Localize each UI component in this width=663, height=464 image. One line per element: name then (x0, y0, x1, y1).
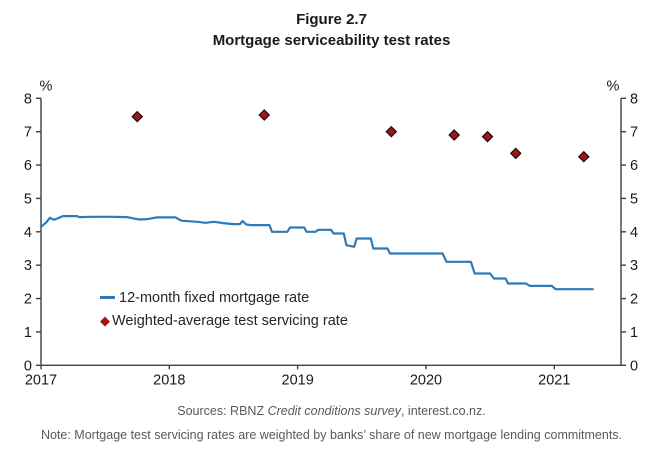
svg-text:5: 5 (630, 191, 638, 207)
sources-line: Sources: RBNZ Credit conditions survey, … (0, 404, 663, 418)
svg-text:4: 4 (630, 225, 638, 241)
svg-text:0: 0 (24, 358, 32, 374)
svg-text:1: 1 (630, 325, 638, 341)
svg-text:1: 1 (24, 325, 32, 341)
legend-item-test-rate: ◆ Weighted-average test servicing rate (100, 309, 348, 332)
figure-header: Figure 2.7 Mortgage serviceability test … (0, 9, 663, 51)
sources-prefix: Sources: RBNZ (177, 404, 268, 418)
diamond-swatch-icon: ◆ (100, 313, 110, 328)
svg-text:2: 2 (630, 292, 638, 308)
svg-text:7: 7 (24, 125, 32, 141)
sources-survey-name: Credit conditions survey (267, 404, 401, 418)
svg-text:6: 6 (24, 158, 32, 174)
svg-text:%: % (607, 78, 620, 94)
svg-text:8: 8 (630, 91, 638, 107)
legend-label-mortgage-rate: 12-month fixed mortgage rate (119, 289, 310, 306)
note-line: Note: Mortgage test servicing rates are … (40, 428, 623, 442)
svg-text:%: % (40, 78, 53, 94)
svg-text:0: 0 (630, 358, 638, 374)
legend-label-test-rate: Weighted-average test servicing rate (112, 312, 348, 329)
svg-text:3: 3 (24, 258, 32, 274)
line-swatch-icon (100, 296, 115, 299)
svg-text:5: 5 (24, 191, 32, 207)
svg-text:7: 7 (630, 125, 638, 141)
svg-text:2018: 2018 (153, 372, 185, 388)
svg-text:3: 3 (630, 258, 638, 274)
figure-title: Mortgage serviceability test rates (212, 32, 451, 49)
chart-legend: 12-month fixed mortgage rate ◆ Weighted-… (100, 286, 348, 332)
svg-text:6: 6 (630, 158, 638, 174)
svg-text:2017: 2017 (25, 372, 57, 388)
svg-text:2021: 2021 (538, 372, 570, 388)
svg-text:8: 8 (24, 91, 32, 107)
sources-suffix: , interest.co.nz. (400, 404, 486, 418)
svg-text:2020: 2020 (410, 372, 442, 388)
svg-text:2019: 2019 (282, 372, 314, 388)
legend-item-mortgage-rate: 12-month fixed mortgage rate (100, 286, 348, 309)
svg-text:2: 2 (24, 292, 32, 308)
svg-text:4: 4 (24, 225, 32, 241)
figure-label: Figure 2.7 (296, 11, 367, 28)
